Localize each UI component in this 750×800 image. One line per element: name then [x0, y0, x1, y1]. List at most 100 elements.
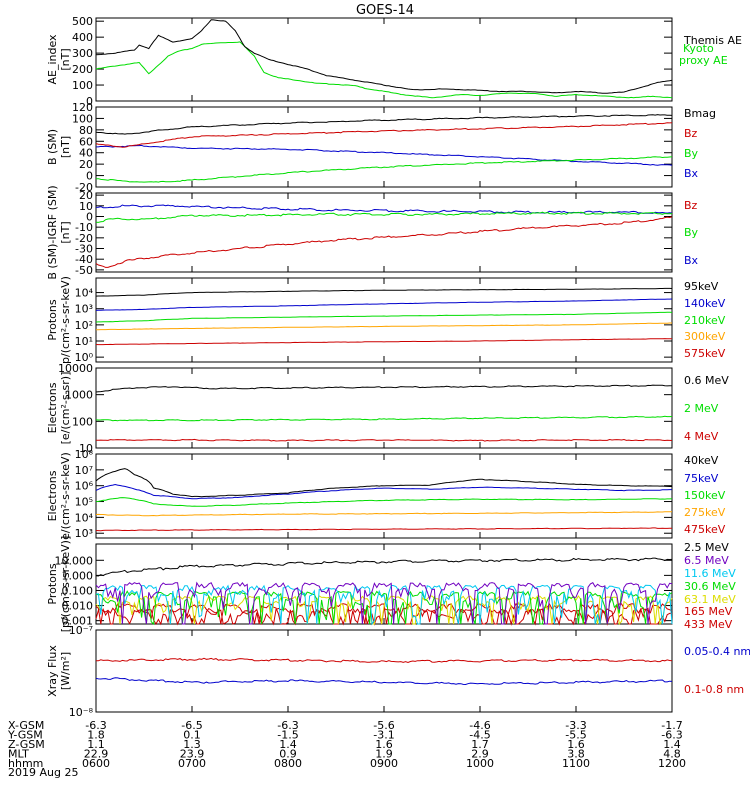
legend-label: 165 MeV [684, 605, 733, 618]
y-tick-label: -50 [75, 264, 93, 277]
legend-label: 275keV [684, 506, 726, 519]
y-tick-label: 10⁸ [75, 448, 94, 461]
y-tick-label: 10⁻⁷ [69, 624, 93, 637]
y-tick-label: 10¹ [75, 335, 93, 348]
time-axis-table: X-GSM -6.3 -6.5 -6.3 -5.6 -4.6 -3.3 -1.7 Y-GSM 1.… [7, 719, 686, 770]
y-axis-label-line: Electrons [46, 470, 59, 521]
time-row-label: Z-GSM [8, 738, 45, 751]
legend-label: 2 MeV [684, 402, 719, 415]
legend-label: By [684, 147, 699, 160]
legend-label: 6.5 MeV [684, 554, 729, 567]
series-line [95, 590, 673, 626]
series-line [95, 338, 672, 346]
time-row-value: 0.1 [183, 729, 201, 742]
legend-label: Bz [684, 199, 698, 212]
time-row-value: 0600 [82, 757, 110, 770]
time-row-value: 1.6 [375, 738, 393, 751]
y-axis-label-line: Xray Flux [46, 645, 59, 697]
series-line [95, 311, 673, 323]
time-row-value: -3.1 [373, 729, 394, 742]
y-tick-label: -10 [75, 221, 93, 234]
y-tick-label: 10⁰ [75, 351, 94, 364]
time-row-value: -6.3 [661, 729, 682, 742]
y-tick-label: 10⁷ [75, 464, 93, 477]
series-line [95, 468, 672, 498]
y-axis-label-line: e/(cm²-s-sr-keV) [59, 452, 72, 540]
series-line [95, 438, 673, 442]
y-tick-label: 10⁶ [75, 480, 94, 493]
legend-label: Bz [684, 127, 698, 140]
legend-label: 63.1 MeV [684, 593, 736, 606]
time-row-label: MLT [8, 748, 29, 761]
y-tick-label: 0 [86, 170, 93, 183]
panel-frame [95, 17, 673, 102]
date-label: 2019 Aug 25 [8, 766, 78, 779]
legend-label: Bmag [684, 107, 716, 120]
legend-label: 2.5 MeV [684, 541, 729, 554]
time-row-value: -1.5 [277, 729, 298, 742]
y-tick-label: 20 [79, 158, 93, 171]
y-tick-label: 120 [72, 101, 93, 114]
y-axis-label: Xray Flux [W/m²] [46, 645, 72, 697]
panel-frame [95, 192, 673, 273]
time-row-value: 2.9 [471, 748, 489, 761]
panel-frame [95, 367, 673, 449]
legend-label: 11.6 MeV [684, 567, 736, 580]
y-axis-label-line: p/(cm²-s-sr-keV) [59, 276, 72, 364]
y-tick-label: 60 [79, 135, 93, 148]
time-row-label: Y-GSM [7, 729, 43, 742]
y-axis-label-line: [nT] [59, 136, 72, 158]
panel-8: 10⁻⁸ 10⁻⁷ Xray Flux [W/m²] 0.05-0.4 nm 0.1-0.… [46, 624, 750, 719]
y-axis-label: Electrons [e/(cm²-s-sr)] [46, 372, 72, 445]
time-row-value: -6.5 [181, 719, 202, 732]
y-tick-label: 10 [79, 442, 93, 455]
series-line [95, 527, 672, 532]
series-line [95, 557, 673, 577]
y-tick-label: 10² [75, 319, 93, 332]
time-row-value: 1000 [466, 757, 494, 770]
series-line [95, 156, 673, 183]
y-tick-label: 0 [86, 95, 93, 108]
y-tick-label: 10 [79, 200, 93, 213]
legend-label: 30.6 MeV [684, 580, 736, 593]
time-row-value: -3.3 [565, 719, 586, 732]
legend-label: proxy AE [679, 54, 728, 67]
legend-label: 210keV [684, 314, 726, 327]
time-row-value: -5.5 [565, 729, 586, 742]
time-row-value: 1.4 [663, 738, 681, 751]
legend-label: 95keV [684, 280, 719, 293]
y-axis-label: B (SM)-IGRF (SM) [nT] [46, 185, 72, 279]
legend-label: 4 MeV [684, 430, 719, 443]
y-tick-label: 10000 [58, 362, 93, 375]
y-axis-label-line: B (SM) [46, 129, 59, 165]
legend-label: 150keV [684, 489, 726, 502]
time-row-value: 4.8 [663, 748, 681, 761]
y-tick-label: 100 [72, 415, 93, 428]
panel-frame [95, 453, 673, 539]
time-row-value: -5.6 [373, 719, 394, 732]
series-line [95, 41, 673, 99]
legend-label: 433 MeV [684, 618, 733, 631]
y-axis-label: Protons p/(cm²-s-sr-keV) [46, 276, 72, 364]
plot-title: GOES-14 [356, 3, 414, 18]
y-tick-label: 400 [72, 31, 93, 44]
time-row-label: hhmm [8, 757, 43, 770]
time-row-value: 22.9 [84, 748, 109, 761]
y-tick-label: 10⁴ [75, 287, 94, 300]
series-line [95, 657, 673, 664]
time-row-value: 3.8 [567, 748, 585, 761]
y-tick-label: 1000 [65, 389, 93, 402]
y-axis-label-line: [e/(cm²-s-sr)] [59, 372, 72, 445]
series-line [95, 211, 673, 223]
y-tick-label: 10⁵ [75, 496, 93, 509]
series-line [95, 19, 673, 94]
time-row-value: 0.9 [279, 748, 297, 761]
time-row-value: -4.6 [469, 719, 490, 732]
